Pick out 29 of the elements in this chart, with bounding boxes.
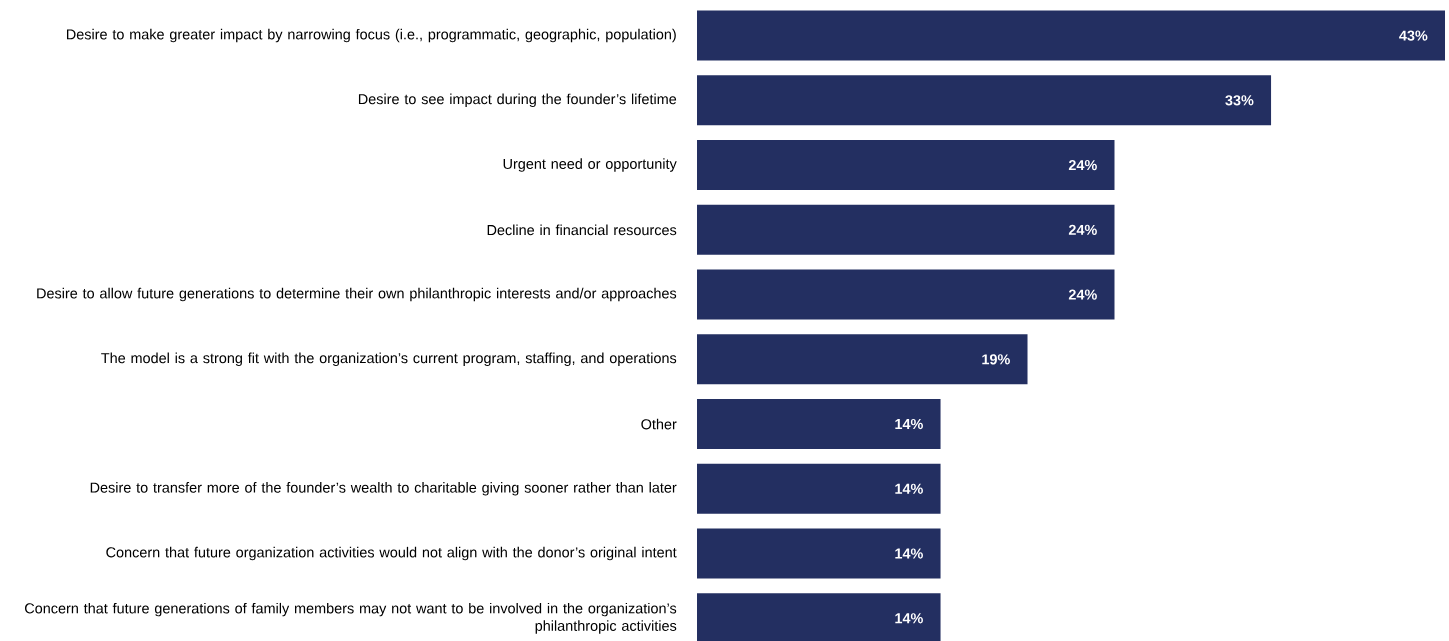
data-label: 24% bbox=[1068, 289, 1097, 300]
bar bbox=[697, 463, 941, 514]
bar bbox=[697, 140, 1115, 191]
bar bbox=[697, 75, 1272, 126]
data-label: 24% bbox=[1068, 159, 1097, 171]
y-tick-label: Desire to allow future generations to determine their own philanthropic interests and/or approaches bbox=[37, 287, 677, 302]
data-label: 14% bbox=[895, 483, 923, 494]
data-label: 14% bbox=[895, 418, 923, 430]
data-label: 14% bbox=[895, 548, 923, 559]
y-tick-label: Urgent need or opportunity bbox=[503, 158, 677, 172]
bar bbox=[697, 10, 1446, 61]
bar bbox=[697, 269, 1115, 320]
y-tick-label: Concern that future organization activities would not align with the donor’s original intent bbox=[106, 546, 677, 561]
bar bbox=[697, 528, 941, 579]
y-tick-label: Desire to transfer more of the founder’s wealth to charitable giving sooner rather than later bbox=[90, 482, 677, 496]
data-label: 33% bbox=[1225, 95, 1254, 106]
y-tick-label: Desire to make greater impact by narrowing focus (i.e., programmatic, geographic, population) bbox=[66, 28, 676, 43]
y-tick-label: The model is a strong fit with the organization’s current program, staffing, and operations bbox=[101, 352, 677, 367]
data-label: 19% bbox=[982, 354, 1010, 365]
bar bbox=[697, 399, 941, 450]
data-label: 24% bbox=[1068, 224, 1097, 235]
data-label: 14% bbox=[895, 613, 923, 624]
bar bbox=[697, 334, 1028, 385]
bar bbox=[697, 204, 1115, 255]
y-tick-label: Desire to see impact during the founder’s lifetime bbox=[358, 93, 677, 108]
y-tick-label: Concern that future generations of family members may not want to be involved in the organization’s philanthropic activities bbox=[25, 602, 677, 634]
data-label: 43% bbox=[1399, 30, 1428, 41]
y-tick-label: Decline in financial resources bbox=[487, 224, 677, 236]
y-tick-label: Other bbox=[641, 418, 677, 430]
